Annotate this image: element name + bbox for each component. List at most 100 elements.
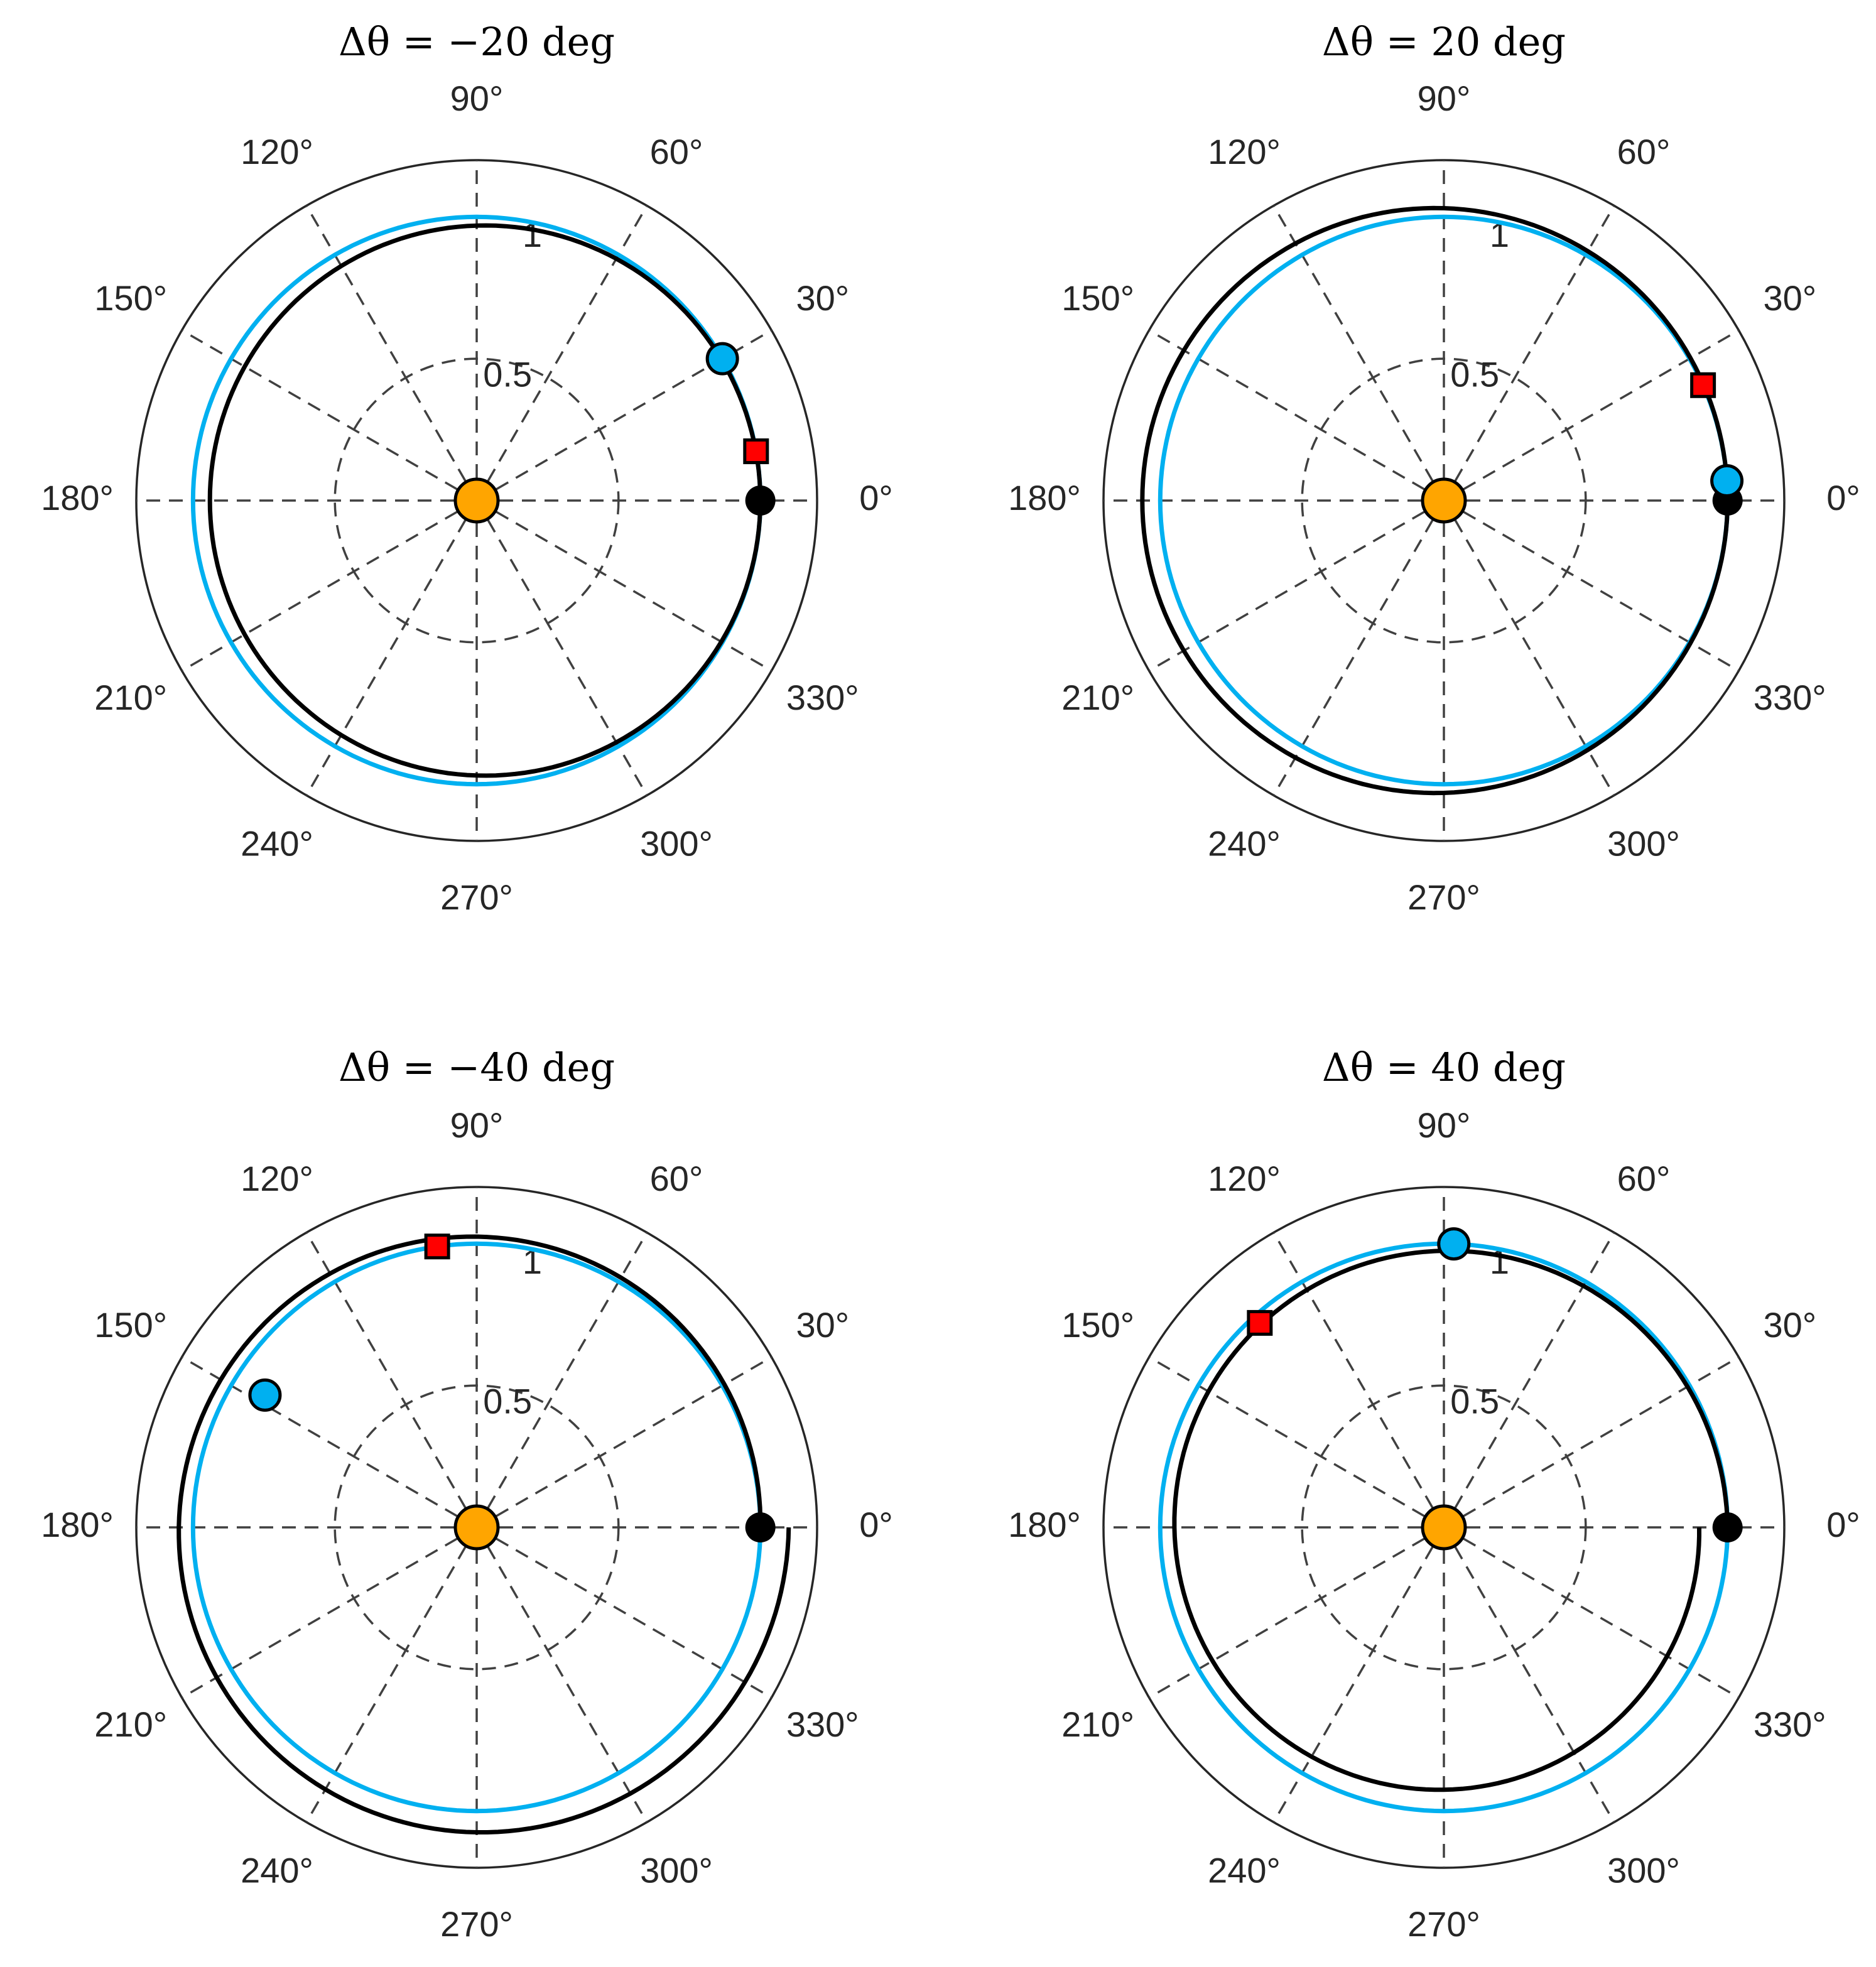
blue-orbit-line bbox=[190, 214, 763, 787]
theta-tick-label: 210° bbox=[94, 678, 167, 717]
theta-tick-label: 300° bbox=[1607, 824, 1680, 864]
theta-tick-label: 330° bbox=[1754, 678, 1826, 717]
theta-tick-label: 30° bbox=[796, 278, 849, 318]
theta-gridline bbox=[1148, 1526, 1445, 1699]
origin-marker bbox=[1421, 1504, 1467, 1551]
blue-point-marker bbox=[705, 342, 739, 376]
theta-tick-label: 210° bbox=[94, 1704, 167, 1744]
theta-tick-label: 270° bbox=[440, 877, 513, 917]
theta-tick-label: 210° bbox=[1061, 1704, 1134, 1744]
origin-marker bbox=[1421, 477, 1467, 524]
theta-tick-label: 300° bbox=[1607, 1851, 1680, 1890]
theta-gridline bbox=[475, 1527, 648, 1823]
blue-orbit-line bbox=[1158, 214, 1730, 787]
theta-gridline bbox=[181, 1526, 477, 1699]
theta-tick-label: 150° bbox=[94, 1305, 167, 1345]
r-gridline bbox=[1301, 357, 1587, 644]
black-orbit-line bbox=[1172, 1249, 1730, 1792]
theta-tick-label: 30° bbox=[1763, 1305, 1816, 1345]
theta-tick-label: 30° bbox=[796, 1305, 849, 1345]
theta-gridline bbox=[475, 205, 648, 501]
panel-title: Δθ = 20 deg bbox=[1322, 19, 1566, 65]
theta-tick-label: 270° bbox=[1407, 877, 1480, 917]
theta-tick-label: 0° bbox=[1826, 478, 1860, 517]
theta-gridline bbox=[1443, 1526, 1740, 1699]
theta-gridline bbox=[1443, 499, 1740, 672]
theta-tick-label: 300° bbox=[640, 1851, 713, 1890]
theta-gridline bbox=[1272, 205, 1445, 501]
theta-gridline bbox=[476, 1526, 773, 1699]
theta-tick-label: 90° bbox=[450, 79, 504, 118]
theta-tick-label: 0° bbox=[859, 1505, 893, 1544]
theta-gridline bbox=[181, 1356, 477, 1529]
theta-tick-label: 180° bbox=[1008, 478, 1081, 517]
r-tick-label: 0.5 bbox=[483, 1381, 532, 1421]
polar-panel-dtheta-plus-20: Δθ = 20 deg0.510°30°60°90°120°150°180°21… bbox=[1008, 19, 1860, 917]
theta-tick-label: 150° bbox=[1061, 278, 1134, 318]
theta-tick-label: 60° bbox=[1617, 1159, 1671, 1198]
black-orbit-line bbox=[207, 223, 763, 778]
theta-gridline bbox=[1443, 1527, 1615, 1823]
theta-gridline bbox=[305, 1527, 478, 1823]
r-gridline bbox=[1301, 1384, 1587, 1671]
theta-gridline bbox=[1148, 329, 1445, 502]
theta-tick-label: 60° bbox=[650, 132, 703, 171]
theta-tick-label: 240° bbox=[1208, 1851, 1281, 1890]
theta-gridline bbox=[181, 329, 477, 502]
theta-tick-label: 270° bbox=[440, 1904, 513, 1944]
blue-orbit-line bbox=[190, 1241, 763, 1814]
theta-tick-label: 60° bbox=[650, 1159, 703, 1198]
theta-gridline bbox=[181, 499, 477, 672]
panel-title: Δθ = 40 deg bbox=[1322, 1044, 1566, 1090]
black-point-marker bbox=[745, 1512, 776, 1542]
blue-point-marker bbox=[248, 1378, 282, 1412]
black-point-marker bbox=[745, 485, 776, 516]
red-square-marker bbox=[1690, 372, 1716, 398]
theta-tick-label: 180° bbox=[1008, 1505, 1081, 1544]
polar-panel-dtheta-minus-40: Δθ = −40 deg0.510°30°60°90°120°150°180°2… bbox=[41, 1044, 893, 1944]
r-tick-label: 0.5 bbox=[1450, 354, 1499, 394]
theta-gridline bbox=[1148, 499, 1445, 672]
r-gridline bbox=[333, 1384, 620, 1671]
theta-gridline bbox=[475, 500, 648, 796]
r-tick-label: 0.5 bbox=[483, 354, 532, 394]
theta-tick-label: 120° bbox=[1208, 1159, 1281, 1198]
theta-tick-label: 120° bbox=[241, 132, 313, 171]
theta-tick-label: 90° bbox=[1418, 79, 1471, 118]
theta-tick-label: 240° bbox=[241, 1851, 313, 1890]
blue-point-marker bbox=[1437, 1227, 1471, 1261]
origin-marker bbox=[453, 477, 500, 524]
theta-gridline bbox=[1443, 1232, 1615, 1528]
panel-title: Δθ = −40 deg bbox=[339, 1044, 615, 1090]
blue-point-marker bbox=[1710, 463, 1744, 497]
red-square-marker bbox=[424, 1233, 450, 1260]
theta-gridline bbox=[1148, 1356, 1445, 1529]
black-orbit-line bbox=[176, 1234, 791, 1834]
theta-tick-label: 0° bbox=[859, 478, 893, 517]
theta-tick-label: 60° bbox=[1617, 132, 1671, 171]
black-orbit-line bbox=[1140, 205, 1730, 796]
polar-panel-dtheta-minus-20: Δθ = −20 deg0.510°30°60°90°120°150°180°2… bbox=[41, 19, 893, 917]
theta-gridline bbox=[305, 500, 478, 796]
theta-tick-label: 120° bbox=[1208, 132, 1281, 171]
r-tick-label: 0.5 bbox=[1450, 1381, 1499, 1421]
theta-tick-label: 330° bbox=[786, 678, 859, 717]
theta-tick-label: 210° bbox=[1061, 678, 1134, 717]
theta-gridline bbox=[476, 499, 773, 672]
r-gridline bbox=[333, 357, 620, 644]
red-square-marker bbox=[743, 438, 769, 465]
origin-marker bbox=[453, 1504, 500, 1551]
red-square-marker bbox=[1247, 1309, 1273, 1336]
theta-gridline bbox=[1272, 1232, 1445, 1528]
theta-tick-label: 150° bbox=[94, 278, 167, 318]
theta-tick-label: 90° bbox=[450, 1105, 504, 1145]
theta-gridline bbox=[1272, 500, 1445, 796]
theta-tick-label: 240° bbox=[241, 824, 313, 864]
theta-tick-label: 300° bbox=[640, 824, 713, 864]
theta-tick-label: 180° bbox=[41, 478, 114, 517]
theta-tick-label: 330° bbox=[786, 1704, 859, 1744]
black-point-marker bbox=[1712, 1512, 1743, 1542]
theta-tick-label: 270° bbox=[1407, 1904, 1480, 1944]
blue-orbit-line bbox=[1158, 1241, 1730, 1814]
panel-title: Δθ = −20 deg bbox=[339, 19, 615, 65]
